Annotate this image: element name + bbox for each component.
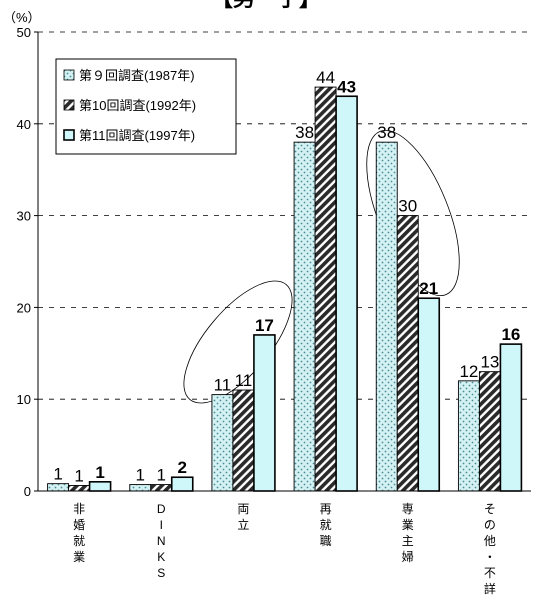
y-axis-ticks: 0 10 20 30 40 50 xyxy=(17,25,38,499)
bar-4-2 xyxy=(417,297,441,492)
data-label-1-0: 1 xyxy=(136,466,145,485)
legend-label-1987: 第９回調査(1987年) xyxy=(79,68,195,83)
bar-0-2 xyxy=(88,481,112,492)
legend-label-1997: 第11回調査(1997年) xyxy=(79,128,195,143)
legend: 第９回調査(1987年) 第10回調査(1992年) 第11回調査(1997年) xyxy=(55,58,237,155)
y-tick-label: 20 xyxy=(17,300,31,315)
bar-5-0 xyxy=(457,380,480,492)
data-label-0-0: 1 xyxy=(53,465,62,484)
bar-0-0 xyxy=(47,483,70,492)
bar-0-1 xyxy=(68,485,91,492)
legend-swatch-1997 xyxy=(63,129,75,141)
category-label-4: 専業主婦 xyxy=(402,502,414,564)
bar-4-1 xyxy=(396,215,419,492)
y-tick-label: 40 xyxy=(17,117,31,132)
y-tick-label: 10 xyxy=(17,392,31,407)
category-label-2: 両立 xyxy=(237,502,249,532)
category-label-5: その他・不詳 xyxy=(484,502,496,596)
bar-2-0 xyxy=(211,394,234,492)
bar-3-1 xyxy=(314,86,337,492)
data-label-5-1: 13 xyxy=(480,353,499,372)
data-label-2-2: 17 xyxy=(255,316,274,335)
bar-1-1 xyxy=(150,484,173,492)
legend-swatch-1987 xyxy=(63,69,75,81)
gridlines xyxy=(38,31,531,400)
bar-2-1 xyxy=(232,389,255,492)
bar-1-0 xyxy=(129,484,152,492)
bar-4-0 xyxy=(375,141,398,492)
category-label-0: 非婚就業 xyxy=(73,502,85,564)
category-labels: 非婚就業 D I N K S 両立 再就職 専業主婦 その他・不詳 xyxy=(73,502,496,596)
data-label-2-1: 11 xyxy=(235,371,253,390)
bar-3-2 xyxy=(335,95,358,492)
data-label-4-1: 30 xyxy=(398,197,417,216)
legend-label-1992: 第10回調査(1992年) xyxy=(79,98,196,113)
data-label-1-1: 1 xyxy=(157,466,166,485)
data-label-5-0: 12 xyxy=(459,362,478,381)
y-tick-label: 30 xyxy=(17,209,31,224)
data-label-4-0: 38 xyxy=(377,123,396,142)
data-label-3-2: 43 xyxy=(337,77,356,96)
data-label-0-2: 1 xyxy=(95,463,104,482)
y-axis-unit-label: （%） xyxy=(3,10,41,25)
data-label-0-1: 1 xyxy=(74,466,83,485)
category-label-3: 再就職 xyxy=(320,502,332,548)
bar-1-2 xyxy=(170,476,194,492)
bar-series xyxy=(47,86,523,492)
bar-2-2 xyxy=(253,334,276,492)
y-tick-label: 0 xyxy=(24,484,31,499)
bar-5-2 xyxy=(499,343,523,492)
legend-box xyxy=(55,58,237,155)
legend-swatch-1992 xyxy=(63,99,75,111)
y-tick-label: 50 xyxy=(17,25,31,40)
bar-3-0 xyxy=(293,141,316,492)
data-label-3-1: 44 xyxy=(316,68,335,87)
data-label-5-2: 16 xyxy=(501,325,520,344)
axes xyxy=(37,32,531,492)
data-label-4-2: 21 xyxy=(419,279,438,298)
data-label-3-0: 38 xyxy=(295,123,314,142)
chart-title: 【男 子】 xyxy=(211,0,321,11)
bar-5-1 xyxy=(478,371,501,492)
data-label-1-2: 2 xyxy=(178,458,187,477)
data-label-2-0: 11 xyxy=(214,376,232,395)
